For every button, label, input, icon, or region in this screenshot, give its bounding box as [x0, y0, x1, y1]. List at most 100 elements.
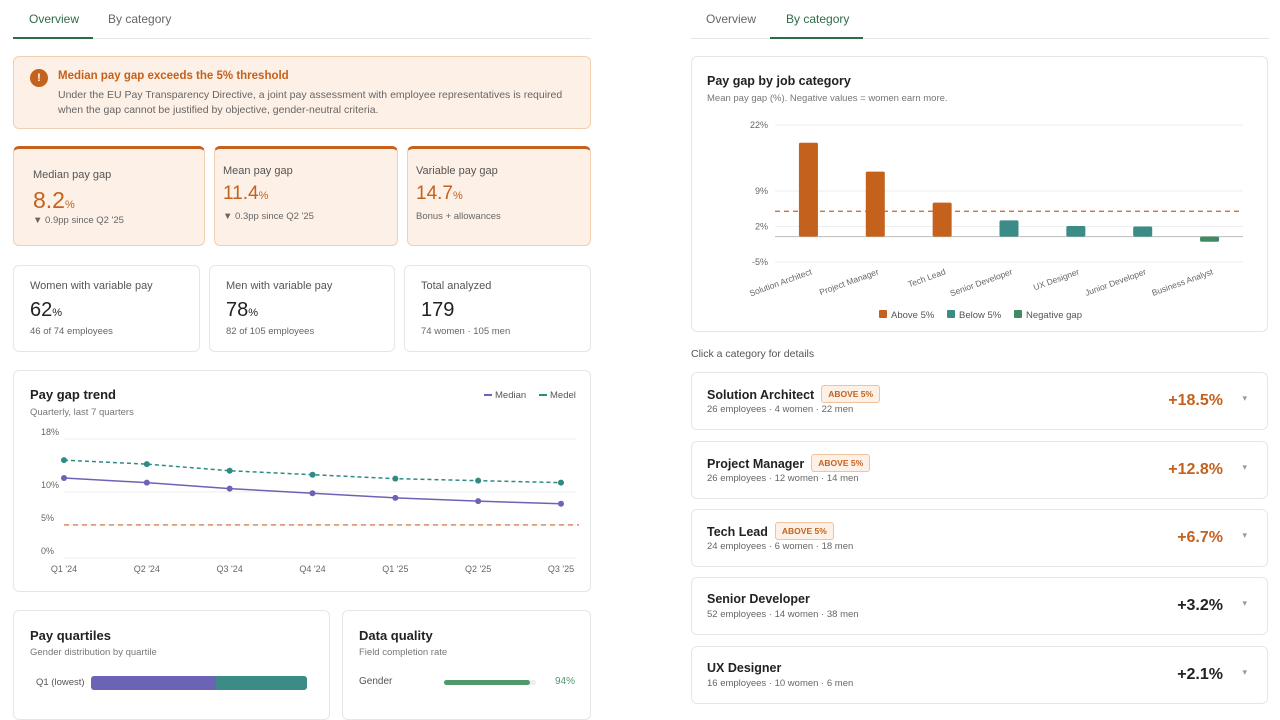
legend-label: Median: [495, 390, 526, 401]
x-tick-label: Solution Architect: [748, 266, 814, 298]
category-badge: ABOVE 5%: [811, 454, 871, 472]
x-tick-label: Q1 '25: [382, 564, 408, 574]
tab[interactable]: Overview: [29, 12, 80, 26]
y-tick-label: 22%: [750, 120, 768, 130]
card-subtitle: Gender distribution by quartile: [30, 647, 157, 658]
category-row[interactable]: UX Designer 16 employees · 10 women · 6 m…: [691, 646, 1268, 704]
category-badge: ABOVE 5%: [821, 385, 881, 403]
tab-underline: [770, 37, 863, 39]
point: [558, 479, 564, 486]
stat-number: 62: [30, 299, 53, 321]
kpi-label: Mean pay gap: [223, 165, 293, 177]
x-tick-label: Q2 '25: [465, 564, 491, 574]
x-tick-label: Project Manager: [818, 266, 880, 297]
chevron: ▾: [1242, 393, 1247, 403]
kpi-unit: %: [258, 190, 269, 202]
point: [226, 467, 233, 474]
quartiles-card: Pay quartiles Gender distribution by quar…: [13, 610, 330, 720]
quality-label: Gender: [359, 676, 393, 687]
category-name: UX Designer: [707, 661, 782, 675]
stat-value: 78%: [226, 299, 258, 322]
kpi-card: Variable pay gap 14.7% Bonus + allowances: [407, 146, 591, 246]
stat-unit: %: [248, 307, 259, 319]
kpi-card: Mean pay gap 11.4% ▼ 0.3pp since Q2 '25: [214, 146, 398, 246]
bar-chart: -5% 2% 9% 22% Solution Architect Project Mana…: [748, 120, 1243, 321]
bar-card: Pay gap by job category Mean pay gap (%).…: [691, 56, 1268, 332]
x-tick-label: Junior Developer: [1084, 266, 1148, 297]
kpi-label: Median pay gap: [33, 169, 112, 181]
point: [61, 457, 67, 464]
kpi-label: Variable pay gap: [416, 165, 498, 177]
stat-note: 46 of 74 employees: [30, 326, 113, 337]
x-tick-label: UX Designer: [1032, 266, 1081, 292]
card-title: Pay quartiles: [30, 628, 111, 643]
legend-swatch: [947, 310, 955, 318]
category-name: Solution Architect: [707, 388, 815, 402]
quartile-segment: [216, 676, 307, 690]
legend-swatch: [1014, 310, 1022, 318]
category-meta: 16 employees · 10 women · 6 men: [707, 678, 854, 689]
category-header: Project Manager ABOVE 5%: [707, 454, 871, 473]
point: [226, 485, 233, 492]
category-header: Solution Architect ABOVE 5%: [707, 385, 881, 404]
bar: [999, 220, 1019, 237]
stat-number: 179: [421, 299, 455, 321]
y-tick-label: -5%: [752, 257, 768, 267]
category-row[interactable]: Solution Architect ABOVE 5% 26 employees ·…: [691, 372, 1268, 430]
x-tick-label: Q1 '24: [51, 564, 77, 574]
stat-value: 179: [421, 299, 454, 322]
bar: [932, 202, 952, 237]
stat-value: 62%: [30, 299, 62, 322]
category-meta: 52 employees · 14 women · 38 men: [707, 609, 859, 620]
point: [143, 479, 150, 486]
bar: [1200, 236, 1220, 242]
kpi-number: 14.7: [416, 183, 453, 204]
category-row[interactable]: Senior Developer 52 employees · 14 women …: [691, 577, 1268, 635]
quality-bar: [444, 680, 531, 685]
bar: [865, 171, 885, 237]
tab[interactable]: By category: [108, 12, 172, 26]
chart-title: Pay gap trend: [30, 387, 116, 402]
chevron: ▾: [1242, 598, 1247, 608]
stat-number: 78: [226, 299, 249, 321]
category-row[interactable]: Tech Lead ABOVE 5% 24 employees · 6 women …: [691, 509, 1268, 567]
stat-label: Total analyzed: [421, 280, 492, 292]
y-tick-label: 9%: [755, 186, 768, 196]
kpi-note: ▼ 0.3pp since Q2 '25: [223, 211, 314, 222]
y-tick-label: 10%: [41, 480, 59, 490]
tab-underline: [13, 37, 93, 39]
tab-divider: [13, 38, 591, 39]
card-title: Data quality: [359, 628, 433, 643]
x-tick-label: Q4 '24: [299, 564, 325, 574]
category-meta: 26 employees · 4 women · 22 men: [707, 404, 854, 415]
x-tick-label: Tech Lead: [907, 266, 948, 289]
chart-subtitle: Mean pay gap (%). Negative values = wome…: [707, 93, 948, 104]
kpi-number: 8.2: [33, 187, 65, 213]
stat-label: Women with variable pay: [30, 280, 153, 292]
stat-unit: %: [52, 307, 63, 319]
y-tick-label: 0%: [41, 546, 54, 556]
chart-title: Pay gap by job category: [707, 74, 851, 88]
y-tick-label: 18%: [41, 427, 59, 437]
x-tick-label: Senior Developer: [949, 266, 1014, 298]
tab[interactable]: By category: [786, 12, 850, 26]
category-header: Senior Developer: [707, 590, 810, 608]
category-meta: 26 employees · 12 women · 14 men: [707, 473, 859, 484]
kpi-note: Bonus + allowances: [416, 211, 501, 222]
trend-card: Pay gap trend Quarterly, last 7 quarters 0…: [13, 370, 591, 592]
category-row[interactable]: Project Manager ABOVE 5% 26 employees · 12…: [691, 441, 1268, 499]
y-tick-label: 2%: [755, 221, 768, 231]
hint: Click a category for details: [691, 348, 815, 360]
quality-value: 94%: [555, 676, 576, 687]
line: [63, 459, 562, 484]
tab-divider: [691, 38, 1269, 39]
point: [61, 475, 67, 482]
alert: ! Median pay gap exceeds the 5% threshold…: [13, 56, 591, 129]
tab[interactable]: Overview: [706, 12, 757, 26]
category-header: UX Designer: [707, 659, 781, 677]
alert-title: Median pay gap exceeds the 5% threshold: [58, 70, 289, 82]
y-tick-label: 5%: [41, 513, 54, 523]
legend-swatch: [879, 310, 887, 318]
chevron: ▾: [1242, 667, 1247, 677]
chevron: ▾: [1242, 462, 1247, 472]
